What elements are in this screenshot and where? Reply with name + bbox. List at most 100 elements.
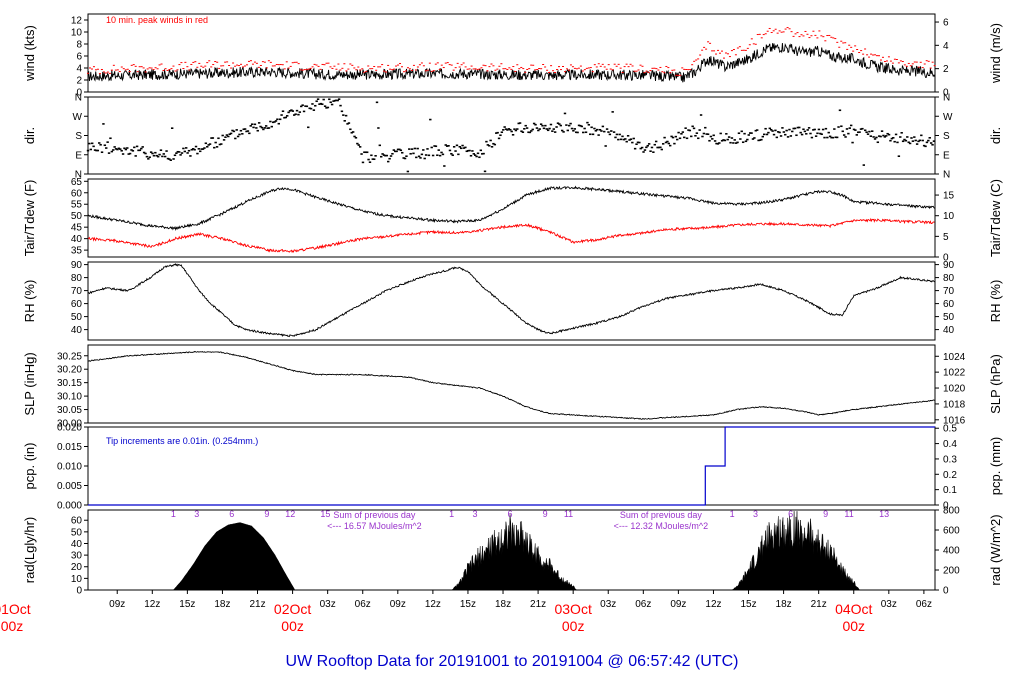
direction-point (861, 127, 864, 130)
panel-frame-dir (87, 96, 936, 175)
direction-point (562, 131, 565, 133)
direction-point (389, 155, 393, 157)
direction-point (901, 140, 905, 143)
direction-point (633, 147, 637, 150)
left-tick-label-dir: E (75, 150, 82, 161)
right-tick-label-rh: 90 (943, 260, 955, 271)
direction-point (277, 122, 280, 125)
direction-point (459, 147, 463, 150)
direction-point (624, 138, 627, 140)
direction-point (903, 138, 906, 141)
panel-frame-temp (87, 178, 936, 258)
direction-point (805, 133, 808, 135)
right-tick-label-pcp: 0.2 (943, 470, 957, 481)
direction-point (163, 155, 167, 158)
direction-point (844, 136, 847, 138)
series-dir (86, 98, 936, 173)
direction-point (744, 140, 748, 143)
day-date-label: 01Oct (0, 601, 31, 617)
direction-point (545, 128, 548, 130)
ylabel-right-dir: dir. (988, 127, 1003, 144)
direction-point (266, 127, 269, 130)
direction-point (823, 136, 826, 139)
direction-point (897, 155, 901, 158)
direction-point (172, 158, 175, 160)
day-date-label: 02Oct (274, 601, 311, 617)
right-tick-label-rh: 60 (943, 299, 955, 310)
direction-point (325, 107, 328, 109)
direction-point (387, 160, 390, 163)
direction-point (591, 133, 595, 136)
series-wind-speed (87, 42, 936, 83)
direction-point (656, 146, 659, 149)
direction-point (667, 142, 670, 145)
right-tick-label-pcp: 0.3 (943, 454, 957, 465)
direction-point (127, 153, 130, 155)
direction-point (499, 134, 502, 137)
direction-point (236, 135, 240, 138)
direction-point (838, 109, 842, 112)
series-peak-winds (87, 27, 936, 76)
direction-point (416, 147, 419, 150)
direction-point (711, 138, 714, 140)
left-tick-label-temp: 65 (71, 177, 83, 188)
direction-point (419, 157, 422, 159)
right-tick-label-rad: 400 (943, 546, 960, 557)
direction-point (669, 144, 672, 147)
direction-point (496, 131, 499, 134)
direction-point (598, 128, 602, 131)
direction-point (674, 135, 678, 138)
left-tick-label-wind: 6 (76, 52, 82, 63)
direction-point (126, 147, 129, 149)
direction-point (468, 149, 471, 152)
direction-point (222, 139, 226, 141)
direction-point (250, 123, 254, 126)
direction-point (886, 132, 889, 135)
direction-point (232, 130, 236, 133)
direction-point (260, 126, 264, 129)
direction-point (699, 114, 703, 116)
ylabel-left-dir: dir. (22, 127, 37, 144)
day-time-label: 00z (1, 618, 24, 634)
ylabel-right-pcp: pcp. (mm) (988, 437, 1003, 496)
direction-point (922, 144, 926, 147)
direction-point (173, 154, 177, 157)
direction-point (845, 128, 849, 130)
direction-point (221, 134, 224, 137)
direction-point (799, 131, 802, 134)
direction-point (192, 148, 195, 150)
direction-point (778, 131, 781, 134)
direction-point (612, 131, 616, 133)
direction-point (698, 129, 701, 131)
day-date-label: 03Oct (554, 601, 591, 617)
direction-point (730, 137, 734, 139)
direction-point (367, 158, 370, 161)
direction-point (88, 142, 91, 145)
direction-point (931, 143, 934, 146)
daylight-hour-label: 3 (753, 509, 758, 519)
direction-point (372, 158, 376, 161)
left-tick-label-dir: N (75, 170, 82, 181)
left-tick-label-wind: 10 (71, 28, 83, 39)
direction-point (450, 152, 453, 155)
daylight-hour-label: 6 (788, 509, 793, 519)
daylight-hour-label: 3 (472, 509, 477, 519)
direction-point (214, 141, 217, 144)
direction-point (732, 142, 735, 144)
direction-point (406, 170, 410, 173)
left-tick-label-pcp: 0.015 (57, 442, 82, 453)
direction-point (551, 130, 554, 132)
chart-title: UW Rooftop Data for 20191001 to 20191004… (286, 653, 739, 670)
direction-point (225, 134, 229, 136)
direction-point (462, 147, 466, 149)
right-tick-label-pcp: 0 (943, 501, 949, 512)
direction-point (413, 147, 417, 150)
direction-point (298, 111, 302, 113)
direction-point (228, 133, 231, 136)
direction-point (826, 136, 829, 139)
direction-point (896, 141, 899, 144)
direction-point (293, 114, 296, 116)
right-tick-label-dir: S (943, 131, 950, 142)
direction-point (134, 155, 137, 157)
direction-point (235, 129, 238, 131)
